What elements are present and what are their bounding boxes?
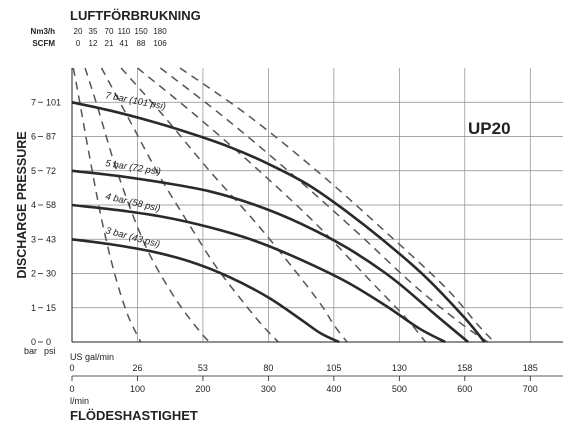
pressure-curves (71, 101, 486, 344)
air-tick-nm3h: 70 (105, 27, 114, 36)
model-label: UP20 (468, 119, 511, 138)
air-tick-scfm: 12 (89, 39, 98, 48)
air-tick-scfm: 106 (153, 39, 167, 48)
y-tick-bar: 1 (31, 303, 36, 313)
x-tick-gpm: 80 (263, 363, 273, 373)
x-tick-gpm: 26 (132, 363, 142, 373)
x-gpm-unit: US gal/min (70, 352, 114, 362)
x-tick-gpm: 130 (392, 363, 407, 373)
x-tick-gpm: 0 (69, 363, 74, 373)
chart-labels: 7 bar (101 psi)5 bar (72 psi)4 bar (58 p… (15, 8, 538, 423)
x-tick-gpm: 53 (198, 363, 208, 373)
air-consumption-curve (159, 67, 489, 343)
air-consumption-curve (84, 67, 211, 343)
y-tick-bar: 7 (31, 97, 36, 107)
y-tick-psi: 87 (46, 132, 56, 142)
series-label: 7 bar (101 psi) (104, 90, 166, 112)
x-tick-lmin: 400 (326, 384, 341, 394)
y-unit-bar: bar (24, 346, 37, 356)
x-tick-lmin: 700 (523, 384, 538, 394)
grid-lines (72, 68, 563, 342)
y-tick-psi: 58 (46, 200, 56, 210)
y-tick-bar: 3 (31, 234, 36, 244)
air-tick-nm3h: 110 (118, 27, 131, 36)
air-tick-scfm: 21 (105, 39, 114, 48)
y-tick-psi: 101 (46, 97, 61, 107)
x-tick-lmin: 0 (69, 384, 74, 394)
air-unit-nm3h: Nm3/h (31, 27, 56, 36)
y-tick-bar: 4 (31, 200, 36, 210)
air-consumption-curve (179, 67, 495, 343)
air-tick-scfm: 0 (76, 39, 81, 48)
x-tick-lmin: 500 (392, 384, 407, 394)
air-tick-nm3h: 35 (89, 27, 98, 36)
x-tick-lmin: 300 (261, 384, 276, 394)
air-tick-scfm: 88 (137, 39, 146, 48)
pressure-curve (71, 238, 340, 344)
y-axis-title: DISCHARGE PRESSURE (15, 131, 29, 278)
y-tick-bar: 0 (31, 337, 36, 347)
y-tick-psi: 43 (46, 234, 56, 244)
x-axis-title: FLÖDESHASTIGHET (70, 408, 198, 423)
pressure-curve (71, 169, 469, 343)
y-unit-psi: psi (44, 346, 56, 356)
air-consumption-curve (100, 67, 279, 343)
air-tick-scfm: 41 (120, 39, 129, 48)
x-tick-lmin: 600 (457, 384, 472, 394)
y-tick-bar: 6 (31, 132, 36, 142)
y-tick-psi: 72 (46, 166, 56, 176)
air-tick-nm3h: 180 (153, 27, 167, 36)
pressure-curve (71, 203, 446, 344)
x-tick-lmin: 200 (195, 384, 210, 394)
axes (38, 68, 563, 381)
air-unit-scfm: SCFM (32, 39, 55, 48)
y-tick-psi: 30 (46, 269, 56, 279)
air-consumption-title: LUFTFÖRBRUKNING (70, 8, 201, 23)
x-lmin-unit: l/min (70, 396, 89, 406)
air-tick-nm3h: 150 (134, 27, 148, 36)
air-consumption-curve (120, 67, 348, 343)
air-consumption-curve (72, 67, 142, 343)
y-tick-psi: 0 (46, 337, 51, 347)
y-tick-psi: 15 (46, 303, 56, 313)
y-tick-bar: 2 (31, 269, 36, 279)
y-tick-bar: 5 (31, 166, 36, 176)
x-tick-gpm: 185 (523, 363, 538, 373)
x-tick-lmin: 100 (130, 384, 145, 394)
x-tick-gpm: 105 (326, 363, 341, 373)
air-tick-nm3h: 20 (74, 27, 83, 36)
x-tick-gpm: 158 (457, 363, 472, 373)
pressure-curve (71, 101, 486, 343)
